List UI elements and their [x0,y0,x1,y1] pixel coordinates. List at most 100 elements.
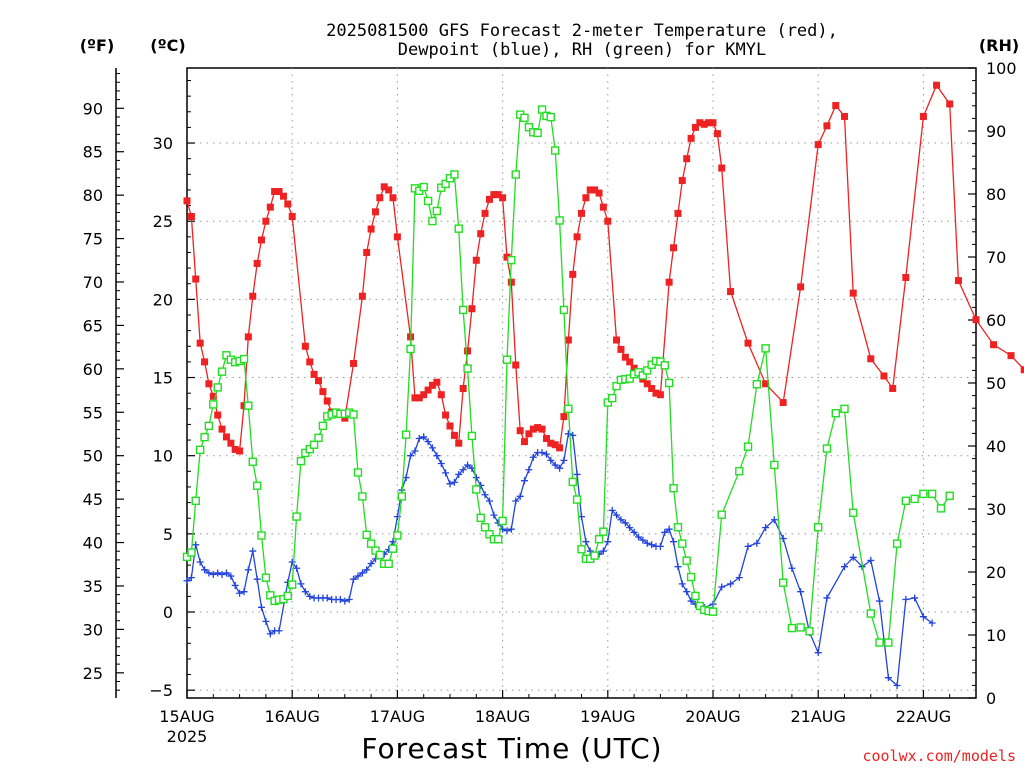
dewpoint-point [257,603,265,611]
temperature-point [626,358,634,366]
temperature-point [599,203,607,211]
dewpoint-point [293,564,301,572]
temperature-point [376,194,384,202]
temperature-point [468,305,476,313]
dewpoint-point [683,588,691,596]
temperature-point [271,187,279,195]
rh-point [493,535,503,544]
dewpoint-point [472,474,480,482]
temperature-point [209,392,217,400]
temperature-point [919,112,927,120]
temperature-point [428,381,436,389]
dewpoint-point [266,630,274,638]
rh-point [708,607,718,616]
rh-point [472,485,481,494]
dewpoint-point [770,516,778,524]
temperature-point [433,378,441,386]
temperature-point [691,123,699,131]
temperature-point [306,358,314,366]
rh-point [752,380,762,389]
celsius-tick-label: −5 [149,681,173,700]
temperature-point [450,431,458,439]
dewpoint-point [525,466,533,474]
rh-point [572,495,582,504]
rh-point [463,364,472,373]
dewpoint-point [547,456,555,464]
dewpoint-point [231,581,239,589]
temperature-point [437,391,445,399]
temperature-point [415,394,423,402]
celsius-tick-label: 0 [163,603,173,622]
temperature-point [762,380,770,388]
rh-point [910,494,919,504]
temperature-point [643,380,651,388]
dewpoint-point [626,524,634,532]
temperature-point [718,164,726,172]
temperature-point [578,209,585,217]
dewpoint-point [411,447,419,455]
temperature-point [538,425,546,433]
dewpoint-point [823,594,831,602]
rh-point [590,551,599,560]
temperature-point [477,230,485,238]
rh-point [717,510,726,519]
rh-point [401,430,411,439]
dewpoint-point [564,430,572,438]
dewpoint-point [187,574,195,582]
temperature-point [744,339,752,347]
rh-point [261,573,271,582]
temperature-point [841,112,848,120]
dewpoint-point [516,492,524,500]
temperature-point [880,372,888,380]
fahrenheit-unit-label: (ºF) [80,36,115,55]
temperature-point [205,380,213,388]
celsius-tick-label: 25 [153,212,173,231]
temperature-point [490,191,498,199]
temperature-point [534,424,542,432]
chart-title-line2: Dewpoint (blue), RH (green) for KMYL [398,40,766,60]
rh-tick-label: 0 [986,689,996,708]
temperature-point [582,194,590,202]
temperature-point [683,155,691,163]
rh-point [669,484,678,493]
temperature-point [823,122,831,130]
rh-tick-label: 30 [986,500,1006,519]
temperature-point [472,256,480,264]
fahrenheit-tick-label: 50 [83,447,103,466]
temperature-point [779,399,787,407]
rh-point [288,580,297,589]
rh-point [222,351,231,360]
dewpoint-point [788,564,796,572]
temperature-point [516,427,524,435]
dewpoint-point [687,597,695,605]
dewpoint-point [297,580,305,588]
rh-tick-label: 70 [986,248,1006,267]
rh-unit-label: (RH) [979,36,1019,55]
temperature-point [363,248,371,256]
temperature-point [380,183,388,191]
fahrenheit-tick-label: 55 [83,403,103,422]
dewpoint-point [599,547,607,555]
rh-point [375,550,385,560]
dewpoint-point [507,525,515,533]
dewpoint-point [753,539,761,547]
rh-point [691,591,700,601]
rh-point [814,523,823,532]
temperature-point [301,342,309,350]
dewpoint-point [586,547,594,555]
rh-point [673,523,683,532]
temperature-point [569,270,577,278]
temperature-point [288,213,296,221]
fahrenheit-tick-label: 25 [83,664,103,683]
temperature-point [591,186,599,194]
rh-point [866,609,875,618]
dewpoint-point [244,566,252,574]
dewpoint-point [214,569,222,577]
x-tick-year-label: 2025 [167,727,208,746]
dewpoint-point [630,528,638,536]
dewpoint-point [867,556,875,564]
dewpoint-point [407,452,415,460]
dewpoint-point [301,588,309,596]
rh-point [393,531,402,540]
